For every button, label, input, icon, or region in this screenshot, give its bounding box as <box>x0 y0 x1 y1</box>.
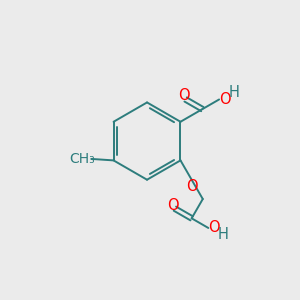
Text: O: O <box>168 198 179 213</box>
Text: O: O <box>178 88 190 104</box>
Text: CH₃: CH₃ <box>69 152 94 166</box>
Text: O: O <box>208 220 220 236</box>
Text: O: O <box>219 92 230 107</box>
Text: H: H <box>229 85 240 100</box>
Text: O: O <box>186 179 197 194</box>
Text: H: H <box>218 227 229 242</box>
